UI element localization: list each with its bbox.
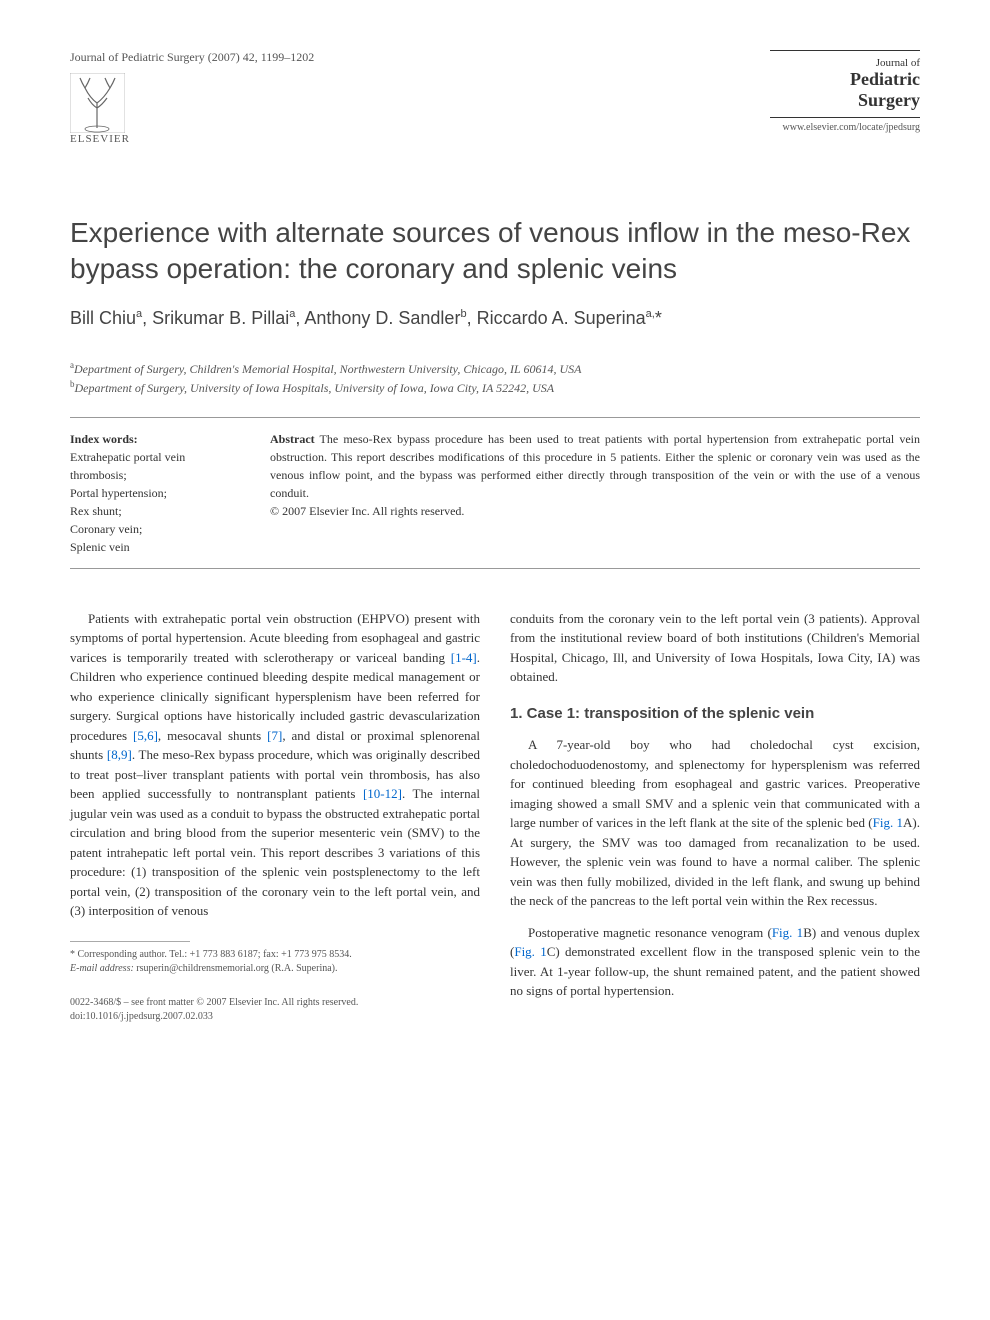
- footnote-separator: [70, 941, 190, 942]
- affiliation-b: Department of Surgery, University of Iow…: [75, 381, 555, 395]
- column-left: Patients with extrahepatic portal vein o…: [70, 609, 480, 1024]
- ref-link-8-9[interactable]: [8,9]: [107, 747, 132, 762]
- journal-reference: Journal of Pediatric Surgery (2007) 42, …: [70, 50, 314, 65]
- fig-link-1b[interactable]: Fig. 1: [772, 925, 803, 940]
- abstract-copyright: © 2007 Elsevier Inc. All rights reserved…: [270, 502, 920, 520]
- case1-paragraph-2: Postoperative magnetic resonance venogra…: [510, 923, 920, 1001]
- header-right: Journal of Pediatric Surgery www.elsevie…: [770, 50, 920, 133]
- journal-title-box: Journal of Pediatric Surgery: [770, 50, 920, 118]
- abstract-body: The meso-Rex bypass procedure has been u…: [270, 432, 920, 500]
- abstract-text: Abstract The meso-Rex bypass procedure h…: [270, 430, 920, 556]
- affiliation-a: Department of Surgery, Children's Memori…: [74, 362, 581, 376]
- abstract-label: Abstract: [270, 432, 315, 446]
- corresponding-author-footnote: * Corresponding author. Tel.: +1 773 883…: [70, 948, 480, 976]
- fig-link-1a[interactable]: Fig. 1: [873, 815, 903, 830]
- abstract-block: Index words: Extrahepatic portal vein th…: [70, 417, 920, 569]
- journal-url: www.elsevier.com/locate/jpedsurg: [770, 122, 920, 133]
- section-1-heading: 1. Case 1: transposition of the splenic …: [510, 703, 920, 726]
- author-1: Bill Chiu: [70, 308, 136, 328]
- fig-link-1c[interactable]: Fig. 1: [514, 944, 546, 959]
- publisher-name: ELSEVIER: [70, 133, 314, 145]
- authors-line: Bill Chiua, Srikumar B. Pillaia, Anthony…: [70, 308, 920, 329]
- issn-copyright: 0022-3468/$ – see front matter © 2007 El…: [70, 996, 480, 1010]
- journal-name-line1: Journal of: [770, 57, 920, 69]
- bottom-info: 0022-3468/$ – see front matter © 2007 El…: [70, 996, 480, 1024]
- column-right: conduits from the coronary vein to the l…: [510, 609, 920, 1024]
- author-3: Anthony D. Sandler: [304, 308, 460, 328]
- publisher-logo-row: [70, 73, 314, 133]
- journal-name-line2: Pediatric: [770, 69, 920, 90]
- doi: doi:10.1016/j.jpedsurg.2007.02.033: [70, 1010, 480, 1024]
- author-2: Srikumar B. Pillai: [152, 308, 289, 328]
- header-left: Journal of Pediatric Surgery (2007) 42, …: [70, 50, 314, 145]
- index-words-title: Index words:: [70, 430, 240, 448]
- index-words-list: Extrahepatic portal vein thrombosis; Por…: [70, 448, 240, 556]
- case1-paragraph-1: A 7-year-old boy who had choledochal cys…: [510, 735, 920, 911]
- journal-name-line3: Surgery: [770, 90, 920, 111]
- footnote-email-label: E-mail address:: [70, 963, 134, 974]
- ref-link-10-12[interactable]: [10-12]: [363, 786, 402, 801]
- elsevier-tree-icon: [70, 73, 125, 133]
- footnote-email: rsuperin@childrensmemorial.org (R.A. Sup…: [134, 963, 338, 974]
- article-title: Experience with alternate sources of ven…: [70, 215, 920, 288]
- affiliations: aDepartment of Surgery, Children's Memor…: [70, 359, 920, 397]
- author-4: Riccardo A. Superina: [477, 308, 646, 328]
- ref-link-1-4[interactable]: [1-4]: [451, 650, 477, 665]
- intro-paragraph: Patients with extrahepatic portal vein o…: [70, 609, 480, 921]
- body-columns: Patients with extrahepatic portal vein o…: [70, 609, 920, 1024]
- ref-link-7[interactable]: [7]: [267, 728, 282, 743]
- header-row: Journal of Pediatric Surgery (2007) 42, …: [70, 50, 920, 145]
- intro-continuation: conduits from the coronary vein to the l…: [510, 609, 920, 687]
- footnote-contact: * Corresponding author. Tel.: +1 773 883…: [70, 948, 480, 962]
- ref-link-5-6[interactable]: [5,6]: [133, 728, 158, 743]
- index-words: Index words: Extrahepatic portal vein th…: [70, 430, 240, 556]
